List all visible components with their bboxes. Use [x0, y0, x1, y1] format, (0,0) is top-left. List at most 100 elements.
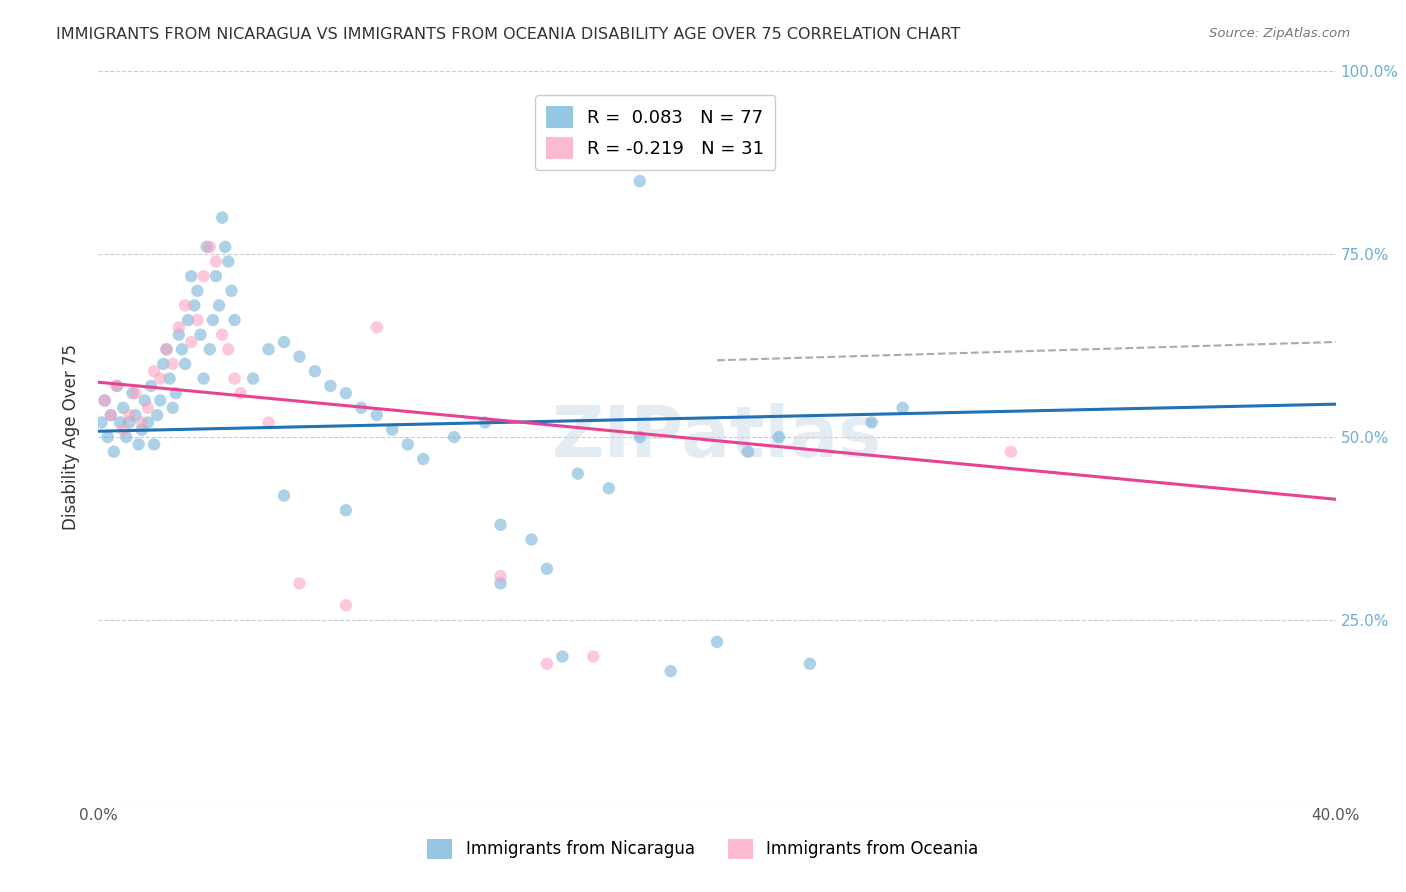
Point	[273, 489, 295, 503]
Point	[288, 350, 311, 364]
Point	[229, 386, 252, 401]
Point	[149, 393, 172, 408]
Point	[598, 137, 620, 152]
Point	[737, 444, 759, 458]
Point	[211, 211, 233, 225]
Point	[195, 240, 218, 254]
Point	[205, 254, 228, 268]
Point	[167, 320, 190, 334]
Point	[520, 533, 543, 547]
Point	[366, 320, 388, 334]
Point	[860, 416, 883, 430]
Point	[257, 343, 280, 357]
Point	[198, 240, 221, 254]
Legend: Immigrants from Nicaragua, Immigrants from Oceania: Immigrants from Nicaragua, Immigrants fr…	[420, 832, 986, 866]
Point	[143, 364, 166, 378]
Point	[131, 423, 153, 437]
Point	[224, 371, 246, 385]
Point	[350, 401, 373, 415]
Point	[193, 371, 215, 385]
Point	[489, 576, 512, 591]
Point	[139, 379, 162, 393]
Point	[211, 327, 233, 342]
Point	[186, 313, 208, 327]
Point	[198, 343, 221, 357]
Point	[205, 269, 228, 284]
Point	[598, 481, 620, 495]
Legend: R =  0.083   N = 77, R = -0.219   N = 31: R = 0.083 N = 77, R = -0.219 N = 31	[536, 95, 775, 169]
Point	[162, 357, 184, 371]
Point	[136, 416, 159, 430]
Point	[536, 657, 558, 671]
Point	[186, 284, 208, 298]
Point	[152, 357, 174, 371]
Point	[217, 254, 239, 268]
Point	[628, 174, 651, 188]
Point	[121, 386, 143, 401]
Point	[105, 379, 128, 393]
Point	[143, 437, 166, 451]
Point	[224, 313, 246, 327]
Point	[190, 327, 212, 342]
Point	[136, 401, 159, 415]
Point	[128, 437, 150, 451]
Point	[443, 430, 465, 444]
Point	[118, 416, 141, 430]
Point	[193, 269, 215, 284]
Point	[221, 284, 243, 298]
Point	[162, 401, 184, 415]
Point	[567, 467, 589, 481]
Point	[474, 416, 496, 430]
Point	[582, 649, 605, 664]
Point	[93, 393, 115, 408]
Point	[335, 386, 357, 401]
Point	[108, 416, 131, 430]
Point	[183, 298, 205, 312]
Point	[105, 379, 128, 393]
Point	[489, 569, 512, 583]
Point	[217, 343, 239, 357]
Point	[366, 408, 388, 422]
Point	[335, 599, 357, 613]
Point	[706, 635, 728, 649]
Point	[155, 343, 177, 357]
Point	[103, 444, 125, 458]
Point	[242, 371, 264, 385]
Point	[146, 408, 169, 422]
Point	[396, 437, 419, 451]
Point	[180, 334, 202, 349]
Point	[115, 430, 138, 444]
Point	[155, 343, 177, 357]
Point	[177, 313, 200, 327]
Point	[381, 423, 404, 437]
Point	[288, 576, 311, 591]
Point	[208, 298, 231, 312]
Point	[100, 408, 122, 422]
Point	[551, 649, 574, 664]
Text: Source: ZipAtlas.com: Source: ZipAtlas.com	[1209, 27, 1350, 40]
Point	[149, 371, 172, 385]
Point	[659, 664, 682, 678]
Point	[1000, 444, 1022, 458]
Point	[536, 562, 558, 576]
Point	[257, 416, 280, 430]
Point	[159, 371, 181, 385]
Point	[170, 343, 193, 357]
Point	[304, 364, 326, 378]
Point	[201, 313, 224, 327]
Point	[112, 401, 135, 415]
Text: IMMIGRANTS FROM NICARAGUA VS IMMIGRANTS FROM OCEANIA DISABILITY AGE OVER 75 CORR: IMMIGRANTS FROM NICARAGUA VS IMMIGRANTS …	[56, 27, 960, 42]
Point	[180, 269, 202, 284]
Point	[273, 334, 295, 349]
Point	[768, 430, 790, 444]
Point	[319, 379, 342, 393]
Point	[118, 408, 141, 422]
Point	[100, 408, 122, 422]
Y-axis label: Disability Age Over 75: Disability Age Over 75	[62, 344, 80, 530]
Point	[174, 298, 197, 312]
Point	[891, 401, 914, 415]
Point	[174, 357, 197, 371]
Point	[134, 393, 156, 408]
Point	[412, 452, 434, 467]
Text: ZIPatlas: ZIPatlas	[553, 402, 882, 472]
